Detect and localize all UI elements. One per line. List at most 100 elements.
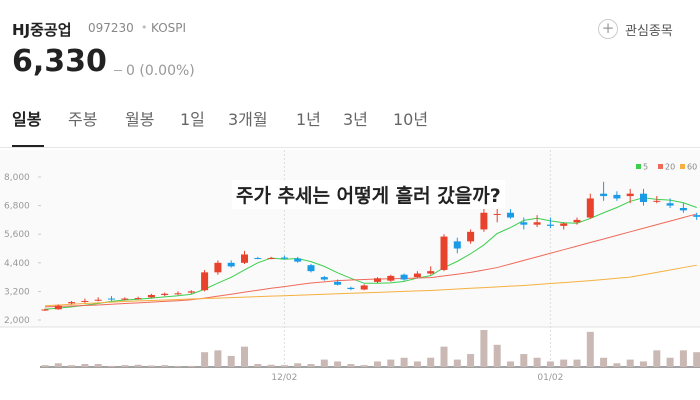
candle-body [507,212,514,218]
y-tick-label: 5,600 [4,230,30,240]
candle-body [467,231,475,242]
candle-body [94,299,102,301]
volume-bar [214,350,222,367]
volume-bar [413,361,421,367]
candle-body [586,198,594,218]
volume-bar [666,357,674,367]
tab[interactable]: 3개월 [228,110,268,129]
legend-swatch [680,164,685,169]
y-tick-label: 2,000 [4,316,30,326]
candle-body [267,258,275,260]
volume-bar [267,364,275,367]
candle-body [320,277,328,280]
volume-bar [161,365,169,367]
legend-label: 60 [687,163,697,172]
volume-bar [507,361,514,367]
candle-body [493,213,501,215]
candle-body [453,241,461,249]
candle-body [214,262,222,273]
candle-body [400,274,408,280]
volume-bar [533,357,541,367]
x-tick-label: 01/02 [537,373,563,383]
legend-swatch [658,164,663,169]
tab[interactable]: 일봉 [12,110,42,129]
candle-body [480,212,488,230]
annotation: 주가 추세는 어떻게 흘러 갔을까? [232,180,505,209]
volume-bar [147,365,155,367]
volume-bar [360,365,368,367]
volume-bar [387,359,395,367]
legend-label: 5 [643,163,648,172]
volume-bar [254,364,262,367]
volume-bar [54,363,62,367]
divider [0,147,700,148]
volume-bar [600,357,608,367]
active-tab-underline [12,145,44,147]
candle-body [347,287,355,290]
volume-bar [280,365,288,367]
volume-bar [121,365,129,367]
candle-body [161,293,169,295]
candle-body [440,236,448,270]
candle-body [134,298,142,300]
tab[interactable]: 월봉 [125,110,155,129]
moving-average-line [44,213,697,308]
volume-bar [679,350,687,367]
volume-bar [108,365,115,367]
volume-bar [320,359,328,367]
volume-bar [560,359,568,367]
candle-body [201,272,209,291]
watch-button[interactable]: 관심종목 [625,24,673,39]
candle-body [573,219,581,223]
volume-bar [227,355,235,367]
y-tick-label: 4,400 [4,259,30,269]
volume-bar [400,357,408,367]
volume-bar [520,354,528,367]
moving-average-line [44,264,697,307]
price: 6,330 [12,44,107,79]
price-change: 0 (0.00%) [126,63,195,79]
watch-icon[interactable]: + [598,19,618,39]
candle-body [280,257,288,259]
candle-body [533,222,541,225]
tab[interactable]: 3년 [343,110,368,129]
volume-bar [440,346,448,367]
stock-name: HJ중공업 [12,21,72,39]
tab[interactable]: 10년 [393,110,429,129]
volume-bar [613,363,621,367]
candle-body [693,215,700,217]
volume-bar [68,365,76,367]
volume-bar [174,365,182,367]
candle-body [360,285,368,290]
candle-body [81,300,89,302]
volume-bar [241,346,248,367]
volume-bar [653,350,661,367]
volume-bar [94,364,102,367]
y-tick-label: 6,800 [4,202,30,212]
volume-bar [334,361,342,367]
separator: • [141,21,148,34]
volume-bar [201,352,209,367]
volume-bar [493,344,501,367]
tab[interactable]: 1년 [296,110,321,129]
volume-bar [294,363,302,367]
candle-body [640,193,647,203]
volume-bar [546,361,554,367]
candle-body [546,224,554,226]
candle-body [121,298,129,300]
volume-bar [467,354,475,367]
candle-body [68,302,76,304]
candle-body [560,223,568,226]
candle-body [108,298,115,300]
candle-body [241,254,248,263]
volume-bar [640,361,647,367]
y-tick-label: 3,200 [4,287,30,297]
candle-body [174,293,182,295]
tab[interactable]: 1일 [180,110,205,129]
moving-average-line [44,197,697,310]
volume-bar [374,361,381,367]
tab[interactable]: 주봉 [68,110,98,129]
candle-body [626,193,634,197]
candle-body [334,281,342,285]
